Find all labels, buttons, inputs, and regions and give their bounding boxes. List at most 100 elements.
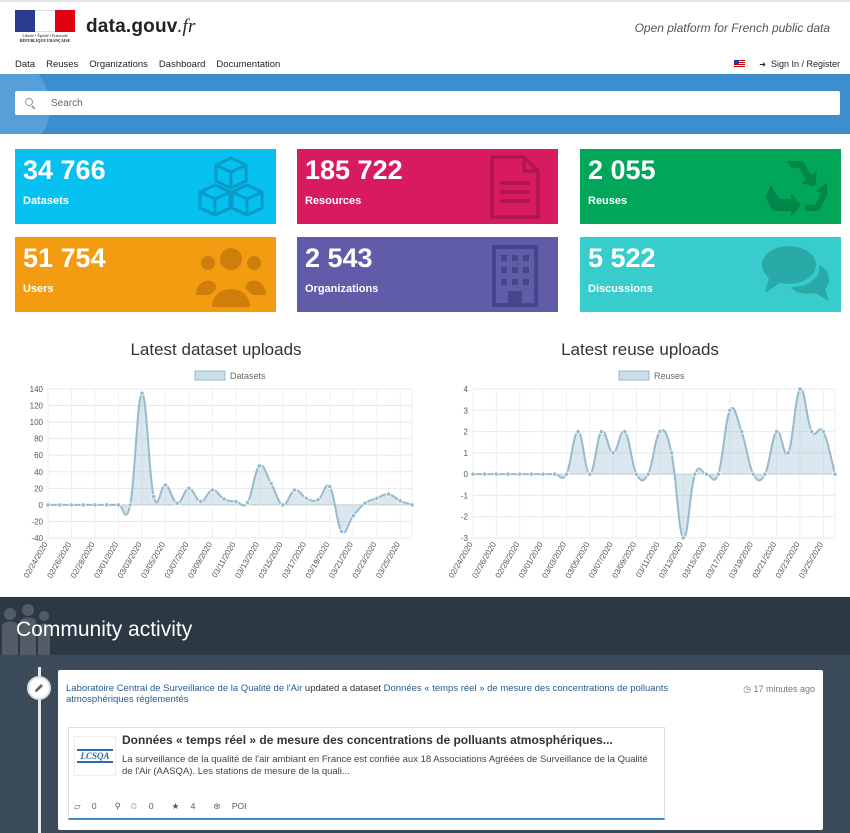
stat-organizations[interactable]: 2 543 Organizations bbox=[297, 237, 558, 312]
stat-value: 2 055 bbox=[588, 155, 656, 185]
data-point[interactable] bbox=[598, 428, 605, 435]
data-point[interactable] bbox=[57, 502, 63, 508]
data-point[interactable] bbox=[127, 502, 133, 508]
activity-actor-link[interactable]: Laboratoire Central de Surveillance de l… bbox=[66, 683, 303, 694]
data-point[interactable] bbox=[151, 494, 157, 500]
data-point[interactable] bbox=[715, 471, 721, 477]
x-tick-label: 03/25/2020 bbox=[374, 540, 402, 580]
activity-target-link[interactable]: Données « temps réel » de mesure des con… bbox=[66, 683, 669, 705]
nav-reuses[interactable]: Reuses bbox=[46, 59, 79, 70]
data-point[interactable] bbox=[785, 450, 791, 456]
data-point[interactable] bbox=[540, 471, 546, 477]
data-point[interactable] bbox=[762, 471, 768, 477]
clock-icon: ◷ bbox=[743, 684, 751, 694]
data-point[interactable] bbox=[385, 491, 392, 497]
nav-documentation[interactable]: Documentation bbox=[216, 59, 281, 70]
data-point[interactable] bbox=[633, 471, 640, 477]
data-point[interactable] bbox=[493, 471, 499, 477]
data-point[interactable] bbox=[374, 495, 380, 501]
data-point[interactable] bbox=[256, 463, 262, 469]
data-point[interactable] bbox=[280, 502, 286, 508]
data-point[interactable] bbox=[209, 487, 215, 493]
stat-discussions[interactable]: 5 522 Discussions bbox=[580, 237, 841, 312]
data-point[interactable] bbox=[552, 471, 558, 477]
data-point[interactable] bbox=[703, 471, 710, 477]
data-point[interactable] bbox=[505, 471, 511, 477]
site-name: data.gouv bbox=[86, 16, 178, 37]
data-point[interactable] bbox=[774, 428, 780, 435]
data-point[interactable] bbox=[680, 535, 686, 541]
data-point[interactable] bbox=[528, 471, 534, 477]
stat-datasets[interactable]: 34 766 Datasets bbox=[15, 149, 276, 224]
search-input[interactable] bbox=[51, 97, 811, 109]
data-point[interactable] bbox=[268, 480, 274, 486]
us-flag-icon[interactable] bbox=[734, 60, 746, 68]
data-point[interactable] bbox=[587, 471, 593, 477]
data-point[interactable] bbox=[809, 428, 815, 435]
data-point[interactable] bbox=[198, 498, 204, 505]
nav-data[interactable]: Data bbox=[15, 59, 36, 70]
stat-label: Resources bbox=[305, 195, 362, 207]
chart-legend: Reuses bbox=[618, 370, 685, 381]
republique-francaise-logo[interactable]: Liberté • Égalité • Fraternité RÉPUBLIQU… bbox=[15, 10, 75, 46]
data-point[interactable] bbox=[750, 471, 756, 477]
nav-organizations[interactable]: Organizations bbox=[89, 59, 148, 70]
users-icon bbox=[196, 248, 266, 307]
data-point[interactable] bbox=[162, 482, 169, 488]
data-point[interactable] bbox=[409, 502, 415, 508]
data-point[interactable] bbox=[338, 528, 345, 534]
chart-title-datasets: Latest dataset uploads bbox=[130, 340, 302, 359]
y-tick-label: 100 bbox=[30, 418, 44, 427]
data-point[interactable] bbox=[657, 428, 663, 435]
stat-users[interactable]: 51 754 Users bbox=[15, 237, 276, 312]
data-point[interactable] bbox=[327, 484, 333, 490]
data-point[interactable] bbox=[727, 407, 733, 413]
data-point[interactable] bbox=[692, 471, 698, 477]
data-point[interactable] bbox=[832, 471, 838, 477]
site-name-link[interactable]: data.gouv.fr bbox=[86, 16, 196, 38]
data-point[interactable] bbox=[397, 498, 403, 504]
data-point[interactable] bbox=[291, 487, 298, 493]
data-point[interactable] bbox=[470, 471, 476, 477]
stat-resources[interactable]: 185 722 Resources bbox=[297, 149, 558, 224]
data-point[interactable] bbox=[45, 502, 51, 508]
data-point[interactable] bbox=[115, 502, 122, 508]
data-point[interactable] bbox=[575, 428, 581, 435]
motto-text: Liberté • Égalité • Fraternité bbox=[22, 33, 68, 38]
data-point[interactable] bbox=[92, 502, 98, 508]
data-point[interactable] bbox=[104, 502, 110, 508]
data-point[interactable] bbox=[820, 428, 826, 435]
data-point[interactable] bbox=[645, 471, 651, 477]
data-point[interactable] bbox=[174, 500, 180, 506]
dataset-card[interactable]: LCSQA Données « temps réel » de mesure d… bbox=[68, 727, 665, 820]
data-point[interactable] bbox=[622, 428, 628, 435]
data-point[interactable] bbox=[610, 450, 616, 456]
data-point[interactable] bbox=[186, 485, 192, 491]
data-point[interactable] bbox=[245, 499, 251, 506]
y-tick-label: 4 bbox=[464, 385, 469, 394]
data-point[interactable] bbox=[80, 502, 86, 508]
data-point[interactable] bbox=[738, 428, 745, 435]
data-point[interactable] bbox=[303, 495, 309, 501]
data-point[interactable] bbox=[668, 450, 675, 456]
data-point[interactable] bbox=[350, 513, 356, 519]
stat-reuses[interactable]: 2 055 Reuses bbox=[580, 149, 841, 224]
data-point[interactable] bbox=[362, 500, 368, 506]
data-point[interactable] bbox=[315, 497, 321, 503]
followers-count: 0 bbox=[148, 801, 154, 811]
data-point[interactable] bbox=[68, 502, 75, 508]
data-point[interactable] bbox=[797, 386, 803, 392]
data-point[interactable] bbox=[517, 471, 523, 477]
nav-dashboard[interactable]: Dashboard bbox=[158, 59, 206, 70]
data-point[interactable] bbox=[221, 496, 227, 502]
stat-label: Datasets bbox=[23, 195, 69, 207]
activity-time-text: 17 minutes ago bbox=[753, 684, 815, 694]
series-area bbox=[473, 388, 835, 539]
dataset-title[interactable]: Données « temps réel » de mesure des con… bbox=[122, 733, 613, 747]
data-point[interactable] bbox=[563, 471, 570, 477]
signin-link[interactable]: ➜ Sign In / Register bbox=[759, 59, 840, 69]
data-point[interactable] bbox=[139, 390, 145, 396]
data-point[interactable] bbox=[233, 498, 239, 505]
stat-label: Discussions bbox=[588, 283, 653, 295]
data-point[interactable] bbox=[482, 471, 488, 477]
